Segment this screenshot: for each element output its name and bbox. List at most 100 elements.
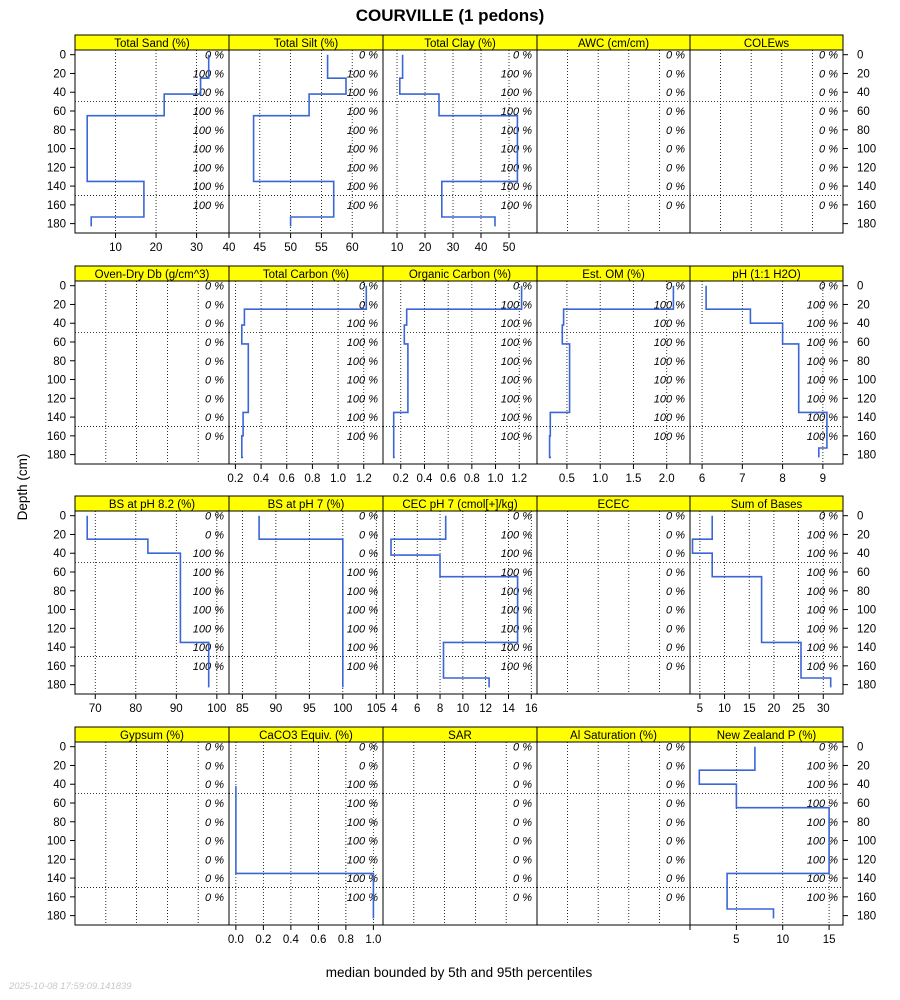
percent-label: 0 % xyxy=(666,892,685,904)
y-tick-label: 20 xyxy=(857,68,870,80)
percent-label: 100 % xyxy=(807,873,838,885)
x-tick-label: 4 xyxy=(391,703,398,715)
percent-label: 0 % xyxy=(205,337,224,349)
x-tick-label: 0.8 xyxy=(464,473,480,485)
percent-label: 0 % xyxy=(359,548,378,560)
x-tick-label: 2.0 xyxy=(659,473,675,485)
percent-label: 100 % xyxy=(501,144,532,156)
x-tick-label: 0.4 xyxy=(283,934,300,946)
y-tick-label: 180 xyxy=(47,911,66,923)
percent-label: 100 % xyxy=(347,623,378,635)
x-tick-label: 90 xyxy=(170,703,183,715)
panel-colews: COLEws 0 % 0 % 0 % 0 % 0 % 0 % 0 % 0 % 0 % xyxy=(689,34,844,234)
y-tick-label: 40 xyxy=(857,779,870,791)
x-tick-label: 12 xyxy=(479,703,492,715)
x-tick-label: 0.6 xyxy=(440,473,456,485)
percent-label: 100 % xyxy=(347,854,378,866)
percent-label: 0 % xyxy=(819,181,838,193)
percent-label: 100 % xyxy=(807,393,838,405)
x-tick-label: 10 xyxy=(776,934,789,946)
percent-label: 0 % xyxy=(666,50,685,62)
y-tick-label: 140 xyxy=(857,181,876,193)
median-line xyxy=(698,746,830,919)
y-tick-label: 20 xyxy=(53,299,66,311)
y-tick-label: 40 xyxy=(53,548,66,560)
panel-awc-cm-cm: AWC (cm/cm) 0 % 0 % 0 % 0 % 0 % 0 % 0 % 0 % 0 % xyxy=(536,34,691,234)
y-tick-label: 80 xyxy=(857,817,870,829)
panel-total-sand: Total Sand (%) 0 % 100 % 100 % 100 % 100 % 100… xyxy=(74,34,230,254)
percent-label: 100 % xyxy=(501,586,532,598)
percent-label: 0 % xyxy=(513,760,532,772)
percent-label: 0 % xyxy=(666,281,685,293)
percent-label: 0 % xyxy=(666,181,685,193)
percent-label: 0 % xyxy=(666,798,685,810)
x-tick-label: 0.4 xyxy=(416,473,433,485)
percent-label: 100 % xyxy=(347,337,378,349)
y-tick-label: 160 xyxy=(857,892,876,904)
y-tick-label: 80 xyxy=(857,586,870,598)
x-tick-label: 25 xyxy=(792,703,805,715)
percent-label: 0 % xyxy=(513,779,532,791)
x-tick-label: 50 xyxy=(284,242,297,254)
percent-label: 0 % xyxy=(666,68,685,80)
percent-label: 100 % xyxy=(347,779,378,791)
y-tick-label: 120 xyxy=(47,393,66,405)
x-tick-label: 60 xyxy=(346,242,359,254)
percent-label: 100 % xyxy=(501,393,532,405)
percent-label: 100 % xyxy=(347,393,378,405)
y-tick-label: 20 xyxy=(53,529,66,541)
percent-label: 100 % xyxy=(501,529,532,541)
percent-label: 100 % xyxy=(193,567,224,579)
panel-frame xyxy=(689,510,844,695)
y-tick-label: 20 xyxy=(857,760,870,772)
percent-label: 100 % xyxy=(807,661,838,673)
percent-label: 100 % xyxy=(347,144,378,156)
y-tick-label: 140 xyxy=(857,873,876,885)
percent-label: 100 % xyxy=(193,125,224,137)
x-tick-label: 0.8 xyxy=(304,473,320,485)
percent-label: 0 % xyxy=(513,817,532,829)
percent-label: 100 % xyxy=(347,87,378,99)
y-tick-label: 60 xyxy=(53,106,66,118)
panel-title: AWC (cm/cm) xyxy=(578,38,649,50)
x-tick-label: 6 xyxy=(699,473,705,485)
percent-label: 100 % xyxy=(654,337,685,349)
y-tick-label: 20 xyxy=(53,68,66,80)
x-tick-label: 0.0 xyxy=(228,934,244,946)
x-tick-label: 8 xyxy=(437,703,443,715)
y-tick-label: 40 xyxy=(857,87,870,99)
percent-label: 0 % xyxy=(205,511,224,523)
percent-label: 100 % xyxy=(193,623,224,635)
panel-row-2: 0 0 20 20 40 40 60 60 80 80 100 100 120 120 140 140 160 1… xyxy=(47,265,876,485)
percent-label: 100 % xyxy=(347,412,378,424)
median-line xyxy=(86,515,210,688)
percent-label: 100 % xyxy=(347,642,378,654)
y-tick-label: 40 xyxy=(857,548,870,560)
percent-label: 100 % xyxy=(807,318,838,330)
percent-label: 0 % xyxy=(513,511,532,523)
percent-label: 100 % xyxy=(347,798,378,810)
y-tick-label: 180 xyxy=(857,219,876,231)
y-tick-label: 80 xyxy=(53,125,66,137)
median-line xyxy=(241,285,368,459)
percent-label: 0 % xyxy=(666,854,685,866)
panel-row-1: 0 0 20 20 40 40 60 60 80 80 100 100 120 120 140 140 160 1… xyxy=(47,34,876,254)
x-tick-label: 0.6 xyxy=(310,934,326,946)
percent-label: 0 % xyxy=(205,393,224,405)
percent-label: 100 % xyxy=(501,200,532,212)
percent-label: 0 % xyxy=(359,50,378,62)
percent-label: 0 % xyxy=(666,605,685,617)
y-tick-label: 60 xyxy=(857,798,870,810)
y-tick-label: 40 xyxy=(53,87,66,99)
x-tick-label: 100 xyxy=(207,703,226,715)
x-tick-label: 30 xyxy=(447,242,460,254)
percent-label: 100 % xyxy=(347,200,378,212)
x-tick-label: 20 xyxy=(768,703,781,715)
percent-label: 100 % xyxy=(807,605,838,617)
x-tick-label: 20 xyxy=(419,242,432,254)
y-tick-label: 160 xyxy=(857,200,876,212)
panel-title: CEC pH 7 (cmol[+]/kg) xyxy=(402,499,518,511)
y-tick-label: 60 xyxy=(857,337,870,349)
percent-label: 0 % xyxy=(666,106,685,118)
y-tick-label: 0 xyxy=(857,281,863,293)
